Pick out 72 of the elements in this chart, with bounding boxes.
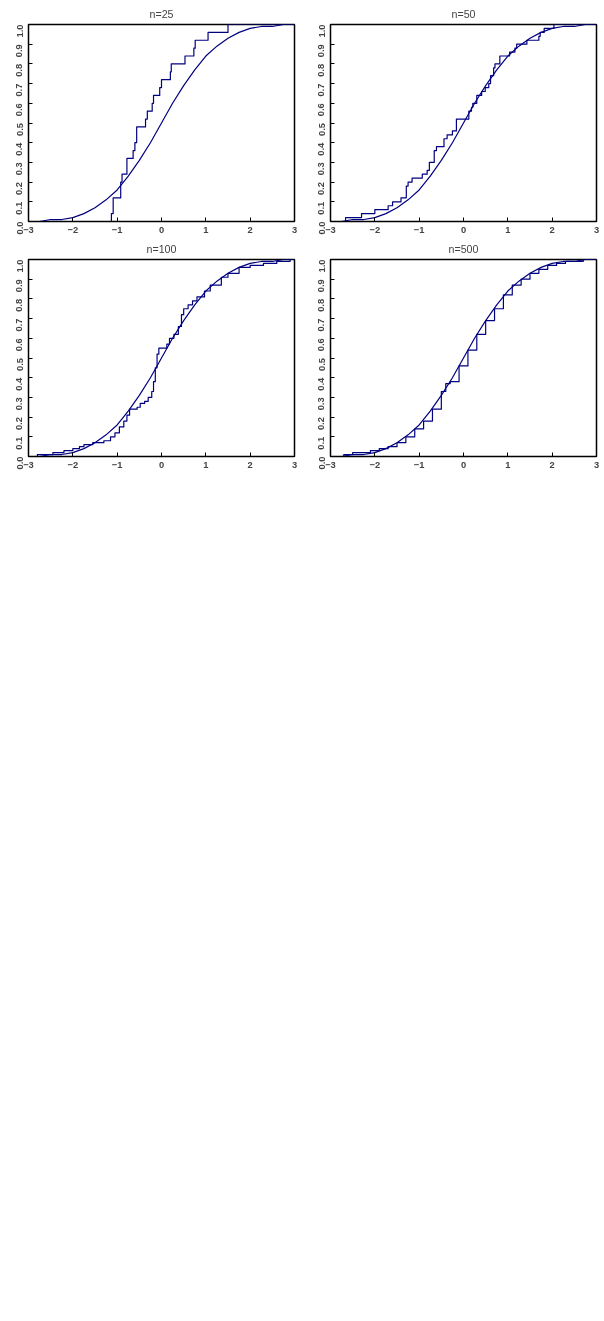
y-tick-label: 1.0 xyxy=(14,24,25,38)
y-tick-label: 0.3 xyxy=(14,397,25,411)
y-tick-label: 0.4 xyxy=(316,376,327,391)
y-tick-label: 1.0 xyxy=(316,24,327,38)
y-tick-label: 1.0 xyxy=(316,259,327,273)
x-tick-label: 2 xyxy=(247,224,253,235)
x-tick-label: −1 xyxy=(413,459,425,470)
x-tick-label: −3 xyxy=(23,459,34,470)
y-tick-label: 0.9 xyxy=(14,279,25,293)
y-tick-label: 0.9 xyxy=(14,44,25,58)
y-tick-label: 0.1 xyxy=(14,201,25,215)
y-tick-label: 0.7 xyxy=(14,83,25,97)
y-tick-label: 0.4 xyxy=(14,376,25,391)
x-tick-label: 0 xyxy=(158,224,165,235)
y-tick-label: 0.2 xyxy=(316,182,327,196)
y-tick-label: 0.2 xyxy=(316,417,327,431)
chart-title: n=100 xyxy=(146,242,177,255)
y-tick-label: 0.4 xyxy=(14,141,25,156)
y-tick-label: 0.5 xyxy=(14,358,25,371)
x-tick-label: 1 xyxy=(203,224,209,235)
y-tick-label: 0.1 xyxy=(14,436,25,450)
x-tick-label: 3 xyxy=(291,459,298,470)
x-tick-label: −2 xyxy=(369,224,381,235)
y-tick-label: 0.3 xyxy=(316,162,327,176)
x-tick-label: −3 xyxy=(23,224,34,235)
y-tick-label: 1.0 xyxy=(14,259,25,273)
y-tick-label: 0.8 xyxy=(316,298,327,312)
y-tick-label: 0.8 xyxy=(14,298,25,312)
x-tick-label: 3 xyxy=(593,224,600,235)
y-tick-label: 0.7 xyxy=(316,83,327,97)
chart-title: n=25 xyxy=(149,7,174,20)
y-tick-label: 0.3 xyxy=(316,397,327,411)
x-tick-label: 1 xyxy=(203,459,209,470)
x-tick-label: 2 xyxy=(247,459,253,470)
y-tick-label: 0.6 xyxy=(316,103,327,117)
y-tick-label: 0.9 xyxy=(316,279,327,293)
x-tick-label: −2 xyxy=(369,459,381,470)
x-tick-label: 1 xyxy=(505,224,511,235)
chart-title: n=50 xyxy=(451,7,476,20)
x-tick-label: −1 xyxy=(111,224,123,235)
y-tick-label: 0.5 xyxy=(14,123,25,136)
y-tick-label: 0.7 xyxy=(14,318,25,332)
y-tick-label: 0.9 xyxy=(316,44,327,58)
y-tick-label: 0.2 xyxy=(14,182,25,196)
x-tick-label: −1 xyxy=(413,224,425,235)
x-tick-label: 0 xyxy=(460,224,467,235)
x-tick-label: 0 xyxy=(460,459,467,470)
y-tick-label: 0.6 xyxy=(316,338,327,352)
y-tick-label: 0.5 xyxy=(316,358,327,371)
y-tick-label: 0.6 xyxy=(14,338,25,352)
y-tick-label: 0.8 xyxy=(316,63,327,77)
y-tick-label: 0.1 xyxy=(316,201,327,215)
chart-title: n=500 xyxy=(448,242,479,255)
y-tick-label: 0.7 xyxy=(316,318,327,332)
y-tick-label: 0.1 xyxy=(316,436,327,450)
y-tick-label: 0.4 xyxy=(316,141,327,156)
x-tick-label: −2 xyxy=(67,224,79,235)
x-tick-label: 3 xyxy=(291,224,298,235)
x-tick-label: −1 xyxy=(111,459,123,470)
x-tick-label: 3 xyxy=(593,459,600,470)
y-tick-label: 0.8 xyxy=(14,63,25,77)
y-tick-label: 0.5 xyxy=(316,123,327,136)
y-tick-label: 0.3 xyxy=(14,162,25,176)
y-tick-label: 0.6 xyxy=(14,103,25,117)
y-tick-label: 0.2 xyxy=(14,417,25,431)
x-tick-label: 0 xyxy=(158,459,165,470)
x-tick-label: −3 xyxy=(325,224,336,235)
x-tick-label: −3 xyxy=(325,459,336,470)
x-tick-label: 2 xyxy=(549,459,555,470)
x-tick-label: 2 xyxy=(549,224,555,235)
x-tick-label: −2 xyxy=(67,459,79,470)
x-tick-label: 1 xyxy=(505,459,511,470)
